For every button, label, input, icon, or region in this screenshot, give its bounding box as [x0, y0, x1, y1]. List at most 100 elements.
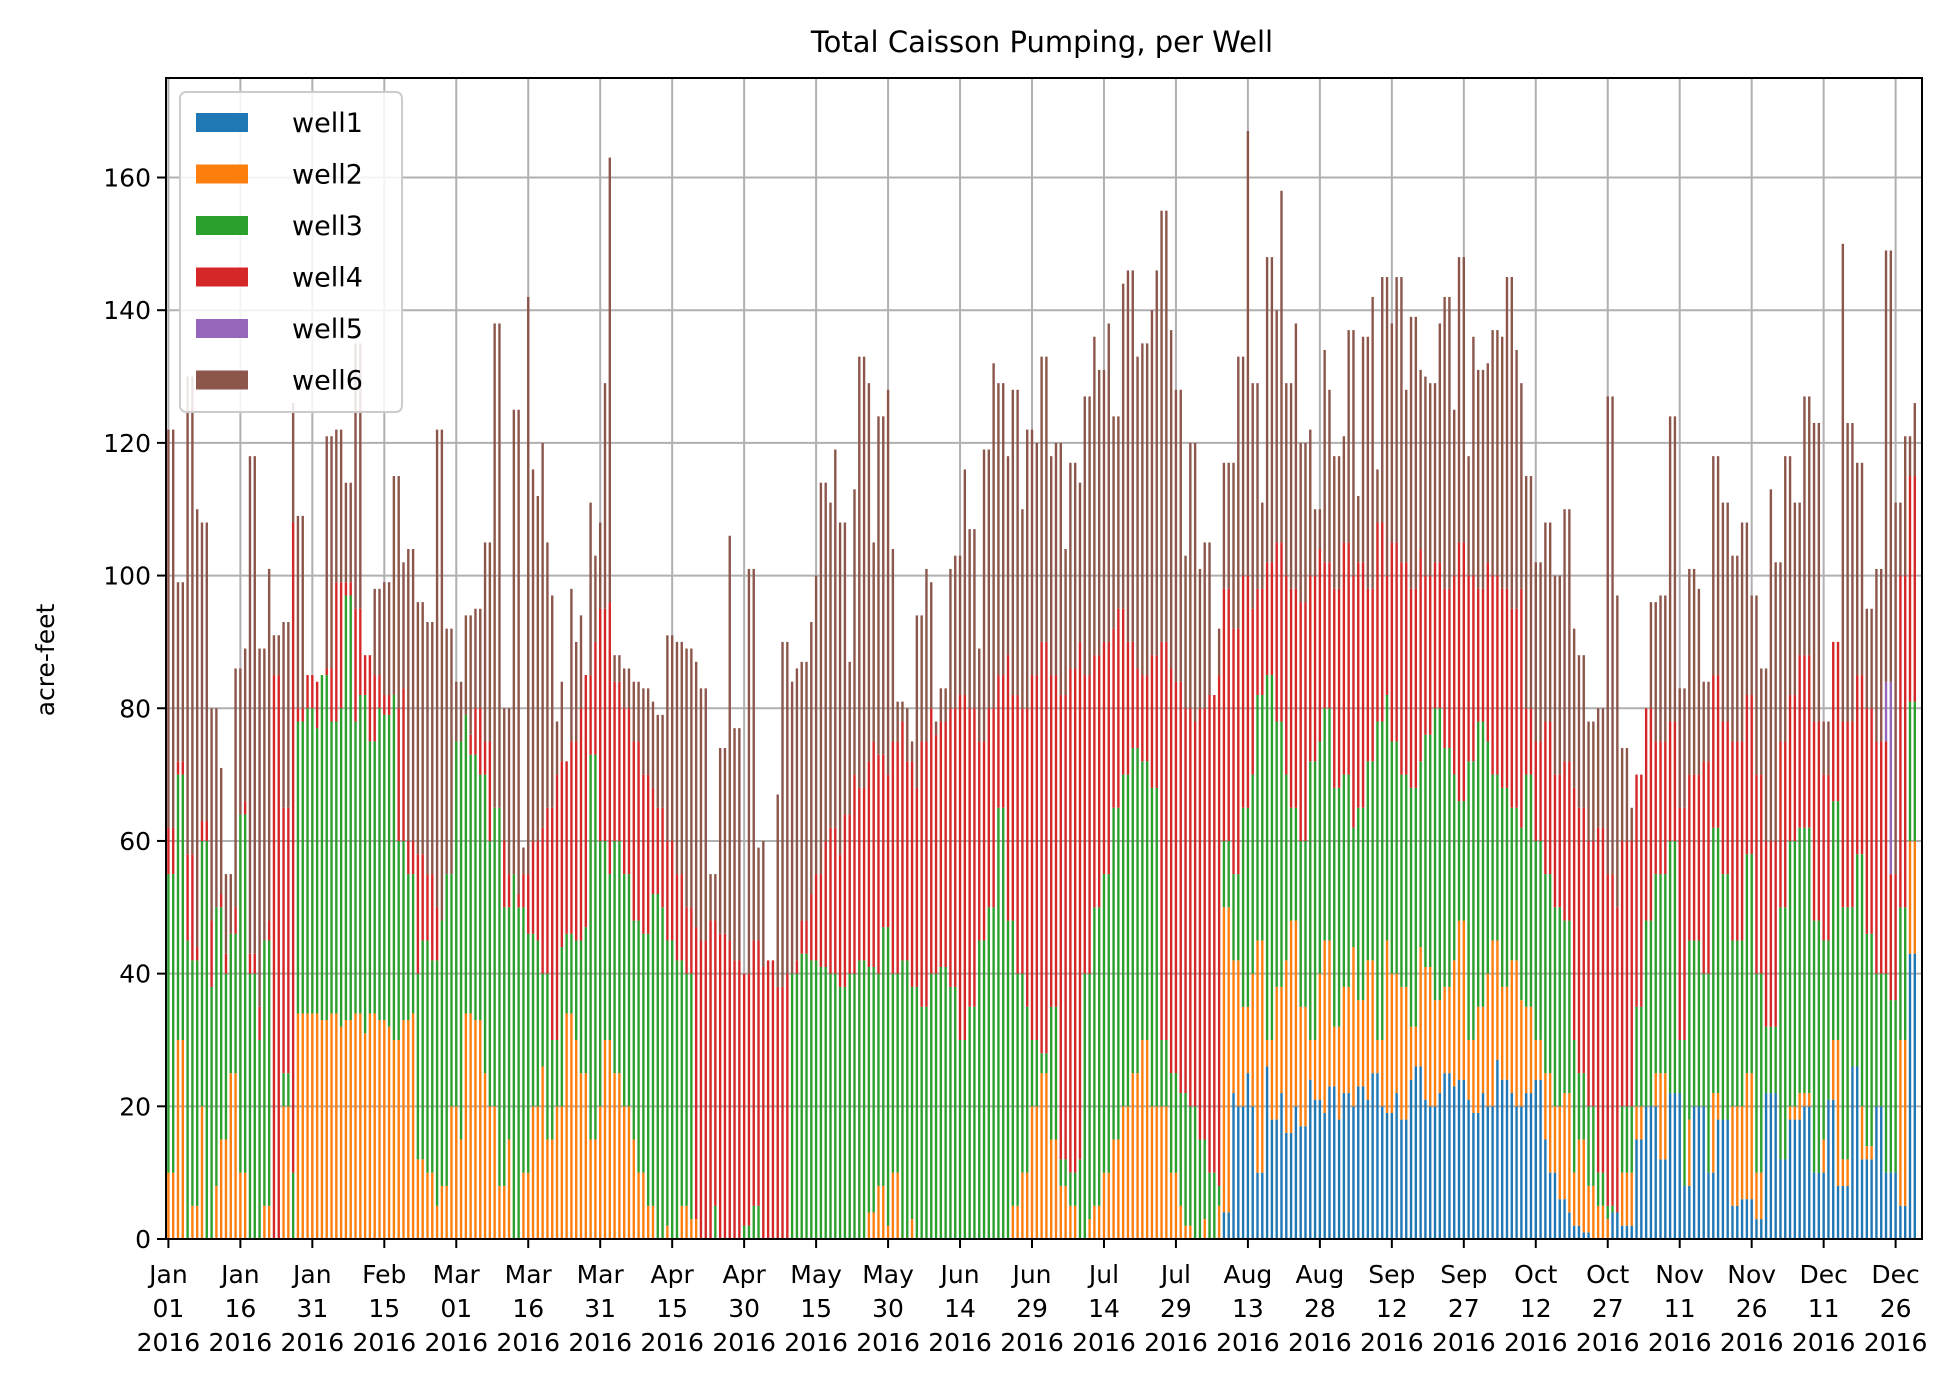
- bar-well4: [1760, 774, 1763, 974]
- bar-well3: [939, 966, 943, 1239]
- bar-well6: [930, 582, 933, 709]
- bar-well2: [1486, 973, 1489, 1107]
- bar-well6: [1716, 456, 1720, 676]
- bar-well2: [1241, 1006, 1245, 1107]
- bar-well2: [603, 1039, 607, 1239]
- bar-well4: [762, 966, 765, 1239]
- bar-well3: [1438, 708, 1442, 1001]
- bar-well3: [896, 973, 899, 1173]
- bar-well1: [1563, 1199, 1566, 1239]
- bar-well6: [512, 409, 516, 875]
- bar-well4: [632, 741, 635, 921]
- bar-well4: [1217, 675, 1221, 1186]
- bar-well4: [814, 874, 818, 961]
- bar-well3: [1755, 973, 1758, 1173]
- bar-well3: [1261, 694, 1264, 941]
- bar-well3: [479, 774, 482, 1021]
- bar-well1: [1803, 1106, 1806, 1239]
- bar-well1: [1553, 1172, 1557, 1239]
- legend: well1 well2 well3 well4 well5 well6: [179, 91, 403, 413]
- bar-well4: [1381, 522, 1384, 722]
- bar-well3: [1050, 1006, 1053, 1140]
- bar-well6: [215, 708, 218, 908]
- bar-well1: [1793, 1119, 1797, 1239]
- bar-well4: [1275, 542, 1278, 722]
- bar-well3: [963, 1039, 967, 1239]
- bar-well4: [407, 840, 410, 875]
- bar-well3: [1453, 774, 1456, 961]
- bar-well6: [1529, 476, 1533, 709]
- bar-well2: [1712, 1093, 1715, 1173]
- bar-well4: [1520, 588, 1523, 828]
- bar-well6: [781, 641, 784, 987]
- bar-well3: [1769, 1026, 1773, 1094]
- bar-well1: [1544, 1139, 1547, 1239]
- bar-well3: [1889, 1000, 1893, 1173]
- bar-well6: [1515, 350, 1518, 609]
- bar-well2: [349, 1020, 352, 1239]
- bar-well2: [1553, 1106, 1557, 1173]
- bar-well4: [1870, 708, 1873, 934]
- bar-well6: [1659, 595, 1662, 742]
- bar-well3: [1006, 920, 1010, 1239]
- bar-well4: [882, 754, 885, 928]
- bar-well4: [1798, 655, 1801, 828]
- bar-well3: [1213, 1172, 1216, 1239]
- bar-well3: [421, 940, 424, 1160]
- bar-well4: [1544, 721, 1547, 875]
- bar-well3: [1625, 1106, 1629, 1173]
- bar-well4: [1568, 761, 1571, 921]
- bar-well2: [1366, 960, 1370, 1100]
- bar-well4: [1160, 641, 1163, 1040]
- bar-well6: [1793, 502, 1797, 695]
- bar-well6: [814, 575, 818, 875]
- x-tick-label: Jul 14 2016: [1072, 1260, 1136, 1357]
- bar-well1: [1644, 1106, 1648, 1239]
- bar-well6: [517, 409, 520, 895]
- bar-well3: [263, 940, 266, 1206]
- bar-well1: [1721, 1119, 1725, 1239]
- bar-well2: [1160, 1106, 1163, 1239]
- bar-well3: [670, 940, 674, 1239]
- bar-well4: [1587, 840, 1590, 1107]
- bar-well4: [1011, 694, 1015, 921]
- bar-well4: [618, 681, 621, 841]
- bar-well6: [1755, 595, 1758, 775]
- bar-well6: [670, 635, 674, 841]
- bar-well2: [1865, 1146, 1869, 1160]
- bar-well4: [1889, 874, 1893, 1001]
- bar-well2: [330, 1013, 333, 1239]
- bar-well4: [1409, 588, 1413, 788]
- bar-well6: [1030, 429, 1034, 676]
- bar-well6: [1002, 383, 1005, 676]
- bar-well3: [474, 754, 477, 1021]
- bar-well2: [560, 1106, 564, 1239]
- bar-well6: [1117, 416, 1120, 609]
- bar-well3: [1419, 761, 1422, 948]
- bar-well3: [906, 960, 909, 1239]
- bar-well3: [1265, 675, 1269, 1040]
- bar-well2: [1328, 940, 1331, 1087]
- bar-well4: [488, 741, 492, 841]
- bar-well3: [747, 1225, 751, 1239]
- bar-well1: [1385, 1112, 1389, 1239]
- bar-well4: [853, 774, 856, 974]
- bar-well4: [1721, 721, 1725, 875]
- bar-well3: [1587, 1106, 1590, 1186]
- bar-well3: [1381, 721, 1384, 1040]
- bar-well6: [1021, 509, 1024, 709]
- bar-well4: [1582, 807, 1585, 1074]
- bar-well4: [1026, 708, 1029, 1007]
- bar-well4: [1524, 708, 1528, 775]
- bar-well6: [752, 568, 755, 941]
- y-tick-label: 40: [119, 960, 151, 989]
- bar-well2: [1174, 1172, 1178, 1239]
- bar-well6: [1083, 396, 1086, 676]
- bar-well4: [690, 907, 693, 974]
- bar-well1: [1477, 1112, 1480, 1239]
- y-tick-label: 100: [103, 562, 151, 591]
- bar-well2: [1318, 973, 1322, 1100]
- bar-well6: [1011, 389, 1015, 695]
- bar-well6: [757, 847, 760, 941]
- bar-well2: [1107, 1172, 1110, 1239]
